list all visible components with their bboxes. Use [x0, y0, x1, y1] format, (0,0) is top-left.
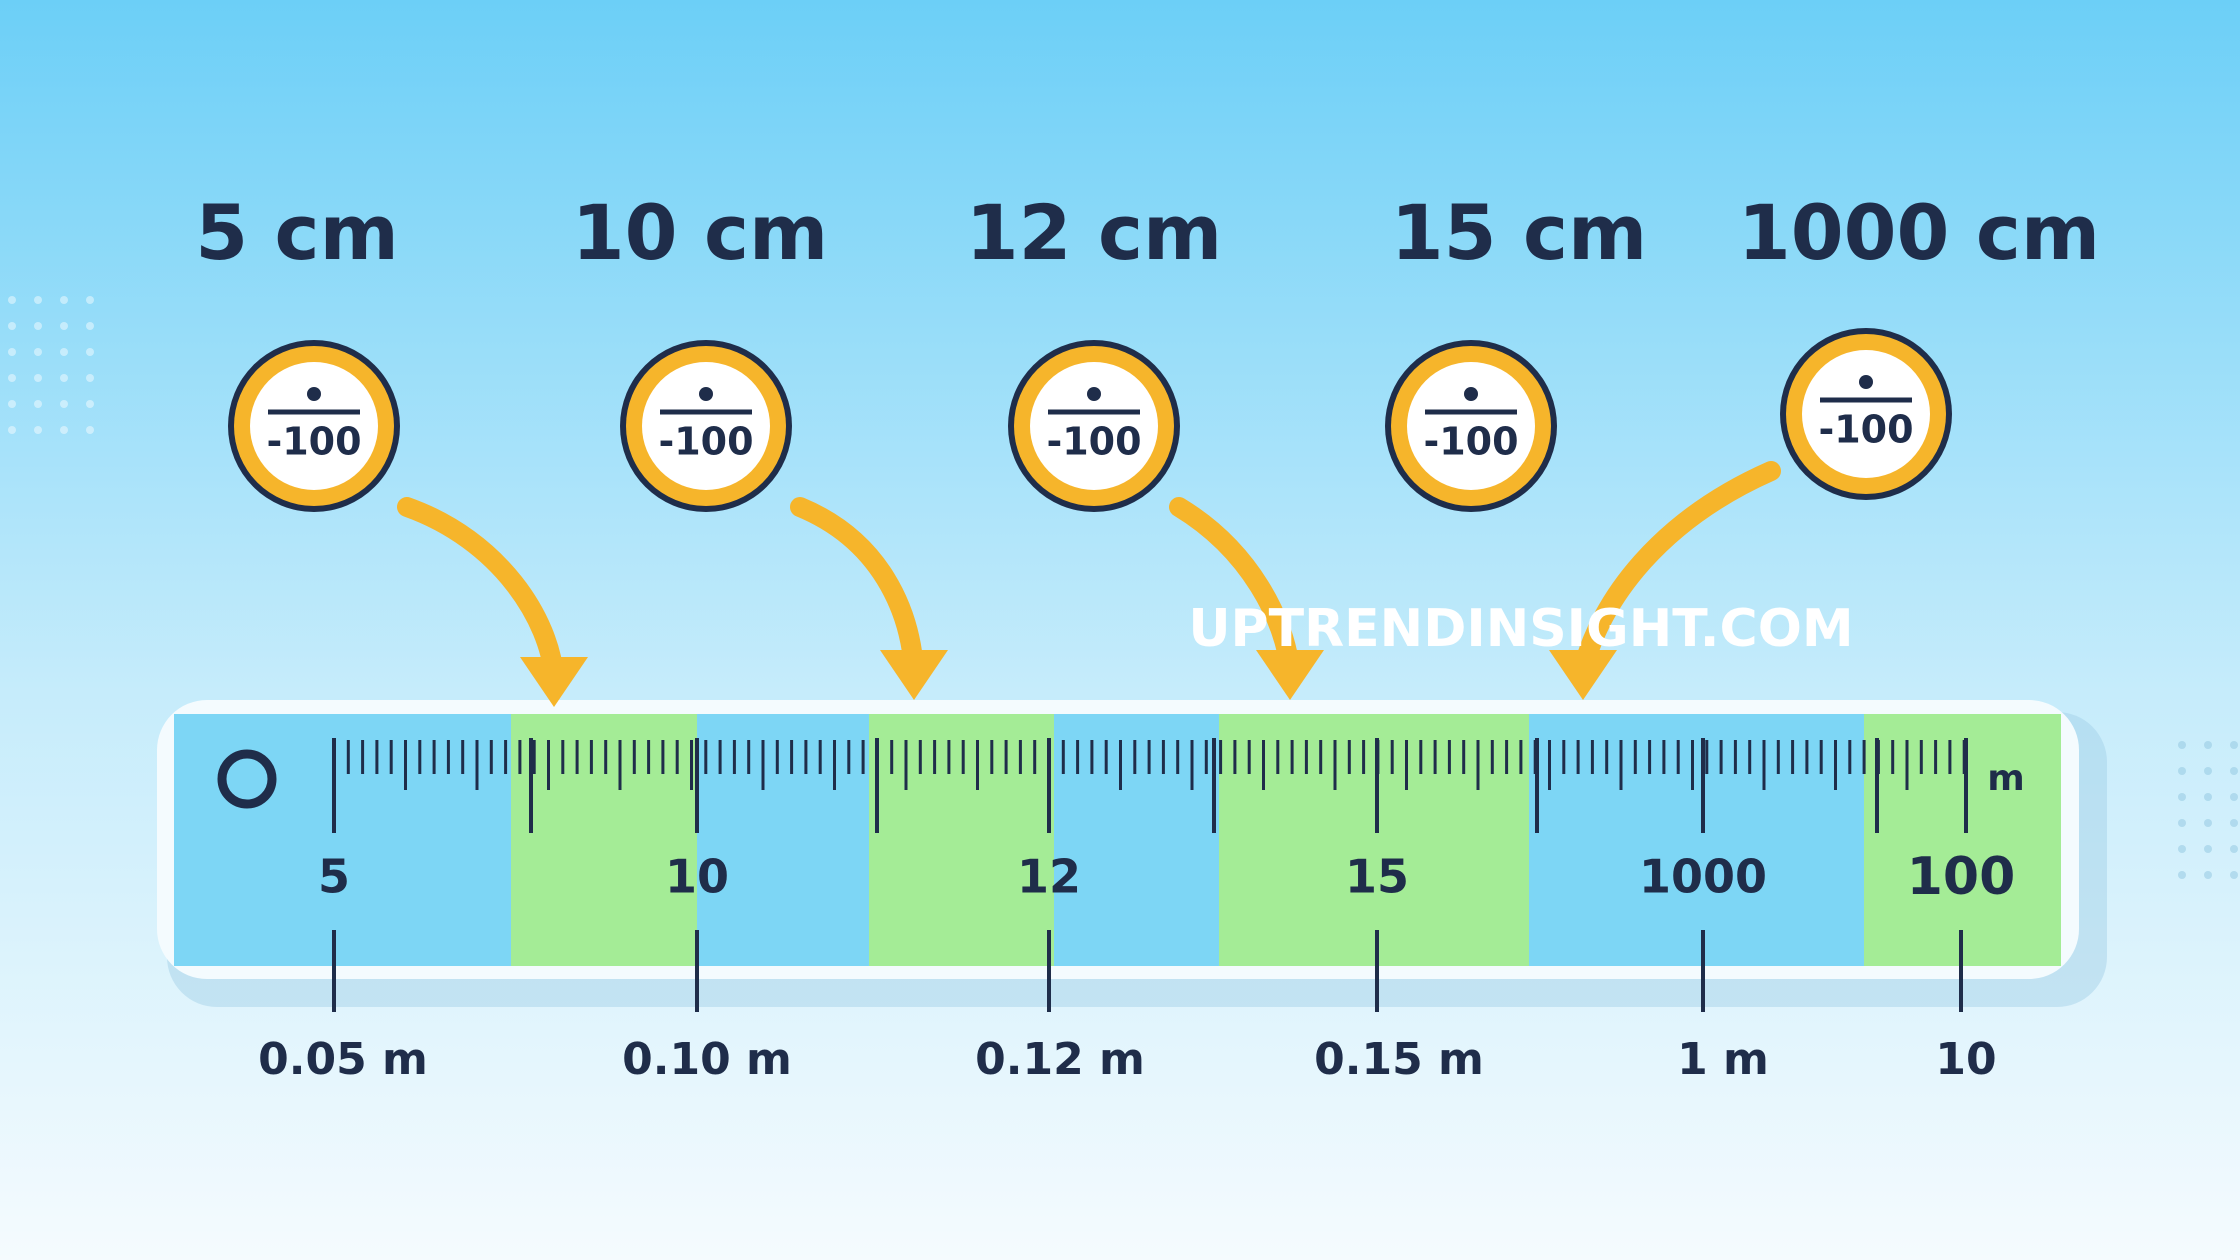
badge-inner: [250, 362, 378, 490]
dot: [8, 374, 16, 382]
footer-label: 10: [1935, 1034, 1996, 1085]
badge-inner: [1407, 362, 1535, 490]
dot: [2178, 819, 2186, 827]
dot: [2204, 793, 2212, 801]
arrow-head: [1549, 650, 1617, 700]
ruler-unit: m: [1987, 758, 2025, 799]
unit-label: 15 cm: [1391, 188, 1647, 277]
badge-text: -100: [1423, 420, 1518, 464]
dot: [2204, 767, 2212, 775]
dot: [8, 426, 16, 434]
dot: [8, 296, 16, 304]
ruler-ticks: [332, 738, 1968, 833]
dot: [60, 400, 68, 408]
badge-text: -100: [266, 420, 361, 464]
dot: [2178, 845, 2186, 853]
badge-dot: [307, 387, 321, 401]
watermark: UPTRENDINSIGHT.COM: [1188, 599, 1853, 659]
dot: [34, 322, 42, 330]
arrow: [1573, 461, 1781, 680]
arrow: [790, 497, 924, 680]
dot: [8, 400, 16, 408]
ruler-label: 12: [1017, 850, 1081, 904]
dot: [86, 426, 94, 434]
dot: [8, 322, 16, 330]
dot: [2230, 741, 2238, 749]
ruler-segment: [1864, 714, 2061, 966]
dot: [2204, 741, 2212, 749]
dot: [2204, 845, 2212, 853]
dot: [86, 374, 94, 382]
ruler-segment: [697, 714, 869, 966]
footer-label: 0.15 m: [1314, 1034, 1484, 1085]
dot: [2178, 741, 2186, 749]
dot: [86, 296, 94, 304]
ruler-label: 1000: [1639, 850, 1767, 904]
dot: [86, 322, 94, 330]
ruler-hole: [217, 749, 277, 809]
unit-label: 5 cm: [195, 188, 399, 277]
dot: [8, 348, 16, 356]
dot: [86, 348, 94, 356]
dot: [34, 348, 42, 356]
ruler-label: 100: [1907, 847, 2016, 907]
dot: [2204, 819, 2212, 827]
dot: [34, 374, 42, 382]
arrow-head: [1256, 650, 1324, 700]
badge-text: -100: [658, 420, 753, 464]
badge-dot: [1087, 387, 1101, 401]
dot: [2178, 767, 2186, 775]
dot: [2178, 871, 2186, 879]
badge-dot: [1859, 375, 1873, 389]
arrow-head: [520, 657, 588, 707]
ruler-segment: [869, 714, 1054, 966]
ruler-label: 5: [318, 850, 350, 904]
ruler-segments: [174, 714, 2061, 966]
dot: [60, 348, 68, 356]
arrow-head: [880, 650, 948, 700]
badge-dot: [1464, 387, 1478, 401]
dot: [2230, 845, 2238, 853]
dot: [86, 400, 94, 408]
ruler-label: 15: [1345, 850, 1409, 904]
dot: [2230, 793, 2238, 801]
ruler-segment: [511, 714, 697, 966]
badge-inner: [1030, 362, 1158, 490]
footer-label: 1 m: [1677, 1034, 1769, 1085]
badge-dot: [699, 387, 713, 401]
badge-inner: [642, 362, 770, 490]
badge-text: -100: [1046, 420, 1141, 464]
unit-label: 12 cm: [966, 188, 1222, 277]
dot: [2204, 871, 2212, 879]
dot: [2230, 871, 2238, 879]
dot: [2178, 793, 2186, 801]
dot: [34, 296, 42, 304]
badge-text: -100: [1818, 408, 1913, 452]
footer-label: 0.10 m: [622, 1034, 792, 1085]
dot: [60, 322, 68, 330]
dot: [60, 296, 68, 304]
dot: [2230, 819, 2238, 827]
dot: [34, 426, 42, 434]
footer-label: 0.12 m: [975, 1034, 1145, 1085]
ruler-segment: [174, 714, 511, 966]
dot: [60, 374, 68, 382]
unit-label: 1000 cm: [1738, 188, 2100, 277]
dot: [60, 426, 68, 434]
ruler-segment: [1219, 714, 1529, 966]
badge-inner: [1802, 350, 1930, 478]
arrow: [397, 497, 564, 687]
footer-label: 0.05 m: [258, 1034, 428, 1085]
content: 5 cm 10 cm 12 cm 15 cm 1000 cm -100 -100 -100 -1…: [8, 188, 2238, 1085]
dot: [34, 400, 42, 408]
ruler-label: 10: [665, 850, 729, 904]
dot: [2230, 767, 2238, 775]
unit-label: 10 cm: [572, 188, 828, 277]
